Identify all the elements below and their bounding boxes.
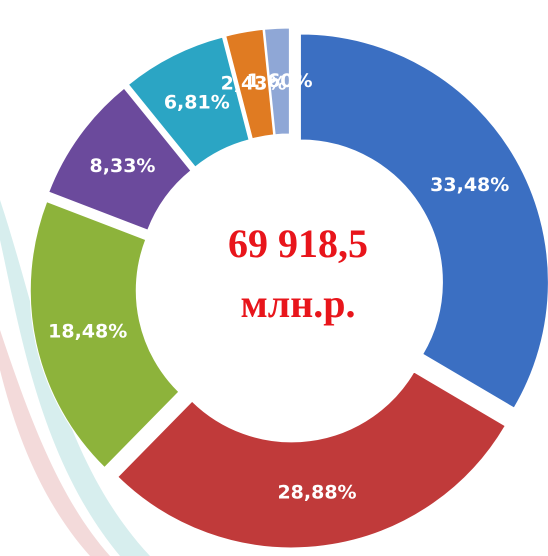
data-label: 8,33% <box>90 155 156 177</box>
donut-segment <box>299 33 548 409</box>
donut-segment <box>117 371 506 549</box>
center-text: 69 918,5 <box>228 221 368 266</box>
center-text: млн.р. <box>241 281 356 326</box>
data-label: 2,43% <box>221 73 287 95</box>
data-label: 6,81% <box>164 92 230 114</box>
donut-segment <box>48 87 192 231</box>
donut-segment <box>225 28 275 140</box>
background-swoosh <box>0 200 150 556</box>
data-label: 1,60% <box>247 70 313 92</box>
data-label: 18,48% <box>48 320 127 342</box>
data-label: 33,48% <box>430 174 509 196</box>
data-label: 28,88% <box>277 482 356 504</box>
donut-segment <box>29 201 180 469</box>
donut-segment <box>127 36 250 168</box>
donut-segment <box>263 27 290 136</box>
